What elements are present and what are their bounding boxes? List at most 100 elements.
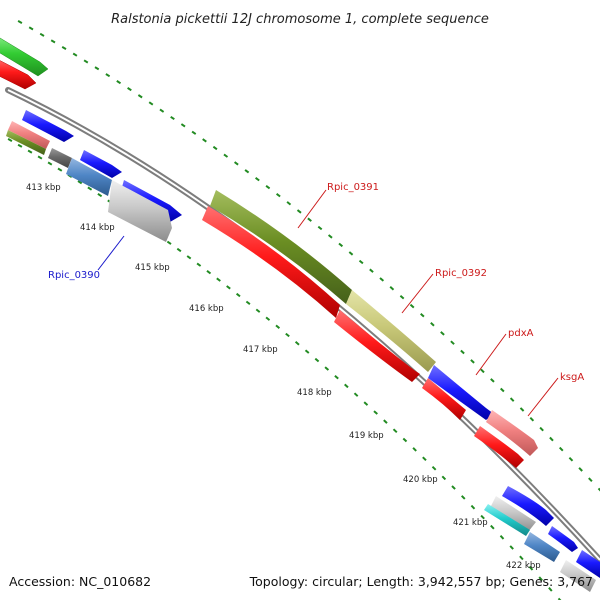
gene-arrow-khaki-rpic0392 xyxy=(346,290,436,372)
tick-mark xyxy=(97,192,103,198)
tick-mark xyxy=(460,349,465,355)
tick-mark xyxy=(17,143,23,148)
tick-mark xyxy=(28,26,34,31)
kbp-label: 421 kbp xyxy=(453,518,488,528)
tick-mark xyxy=(307,217,312,222)
tick-mark xyxy=(344,383,349,389)
tick-mark xyxy=(509,397,515,402)
gene-arrow-red-topleft xyxy=(0,60,37,90)
gene-arrow-silver-br-2 xyxy=(560,560,596,592)
tick-mark xyxy=(441,475,447,481)
gene-arrow-blue-1 xyxy=(22,110,74,142)
tick-mark xyxy=(94,66,100,71)
gene-arrow-olive-rpic0391 xyxy=(210,190,352,304)
tick-mark xyxy=(440,331,445,336)
gene-arrow-olive-1 xyxy=(6,130,46,155)
outer-tick-track xyxy=(17,20,600,492)
tick-mark xyxy=(166,240,172,245)
gene-labels: Rpic_0390 Rpic_0391 Rpic_0392 pdxA ksgA xyxy=(48,182,584,383)
gene-arrow-red-3 xyxy=(422,378,466,420)
gene-label-pdxa: pdxA xyxy=(508,328,534,339)
gene-arrow-red-4 xyxy=(474,426,524,468)
callout-lines xyxy=(97,189,559,417)
tick-mark xyxy=(480,368,485,374)
tick-mark xyxy=(578,467,583,472)
tick-mark xyxy=(450,340,455,345)
tick-mark xyxy=(294,341,300,346)
gene-arrow-red-2 xyxy=(334,310,420,382)
gene-arrow-blue-2 xyxy=(80,150,122,178)
kbp-label: 420 kbp xyxy=(403,475,438,485)
tick-mark xyxy=(196,262,202,267)
tick-mark xyxy=(490,524,495,530)
kbp-label: 422 kbp xyxy=(506,561,541,571)
tick-mark xyxy=(519,555,524,561)
kbp-label: 417 kbp xyxy=(243,345,278,355)
tick-mark xyxy=(490,378,495,383)
gene-label-rpic0391: Rpic_0391 xyxy=(327,182,379,193)
tick-mark xyxy=(83,59,89,64)
tick-mark xyxy=(245,300,251,305)
callout-ksga xyxy=(527,377,559,417)
tick-mark xyxy=(430,322,435,327)
tick-mark xyxy=(265,316,271,321)
tick-mark xyxy=(275,324,281,329)
tick-mark xyxy=(226,285,231,290)
tick-mark xyxy=(324,366,330,371)
tick-mark xyxy=(57,167,63,172)
kbp-label: 415 kbp xyxy=(135,263,170,273)
tick-mark xyxy=(420,312,425,318)
tick-mark xyxy=(470,359,475,364)
gene-arrow-cyan xyxy=(484,504,530,536)
tick-mark xyxy=(265,184,271,190)
tick-mark xyxy=(568,456,574,462)
tick-mark xyxy=(105,73,111,78)
tick-mark xyxy=(206,270,212,275)
topology-text: Topology: circular; Length: 3,942,557 bp… xyxy=(249,574,593,589)
tick-mark xyxy=(61,46,67,50)
gene-label-rpic0390: Rpic_0390 xyxy=(48,270,100,281)
tick-mark xyxy=(358,259,364,265)
tick-mark xyxy=(460,495,466,500)
tick-mark xyxy=(549,436,554,442)
tick-mark xyxy=(87,186,93,191)
gene-arrow-steelblue-br xyxy=(524,532,560,562)
tick-mark xyxy=(558,446,564,452)
map-title: Ralstonia pickettii 12J chromosome 1, co… xyxy=(111,12,489,27)
tick-mark xyxy=(212,145,218,151)
tick-mark xyxy=(431,465,437,471)
tick-mark xyxy=(392,428,398,434)
kbp-label: 414 kbp xyxy=(80,223,115,233)
gene-label-ksga: ksgA xyxy=(560,372,584,383)
tick-mark xyxy=(191,130,197,135)
tick-mark xyxy=(72,52,78,57)
tick-mark xyxy=(338,242,344,248)
tick-mark xyxy=(480,514,485,520)
tick-mark xyxy=(170,115,175,121)
tick-mark xyxy=(499,535,505,540)
callout-rpic0391 xyxy=(297,189,327,229)
tick-mark xyxy=(538,576,543,582)
tick-mark xyxy=(77,180,83,185)
tick-mark xyxy=(304,349,310,354)
gene-arrow-blue-br-2 xyxy=(548,526,578,552)
callout-rpic0392 xyxy=(401,273,434,314)
tick-mark xyxy=(148,101,154,106)
tick-mark xyxy=(255,177,260,182)
tick-mark xyxy=(7,138,13,142)
gene-arrow-silver xyxy=(108,180,172,242)
tick-mark xyxy=(296,209,302,214)
tick-mark xyxy=(509,545,514,550)
tick-mark xyxy=(348,251,354,256)
tick-mark xyxy=(255,308,261,313)
tick-mark xyxy=(373,410,378,415)
tick-mark xyxy=(363,401,369,406)
tick-mark xyxy=(557,597,562,600)
inner-tick-track xyxy=(7,138,562,600)
tick-mark xyxy=(422,456,427,462)
tick-mark xyxy=(548,587,553,592)
gene-arrow-blue-br-1 xyxy=(502,486,554,526)
gene-arrow-pink-ksga xyxy=(486,410,538,456)
kbp-labels: 413 kbp 414 kbp 415 kbp 416 kbp 417 kbp … xyxy=(26,183,541,571)
